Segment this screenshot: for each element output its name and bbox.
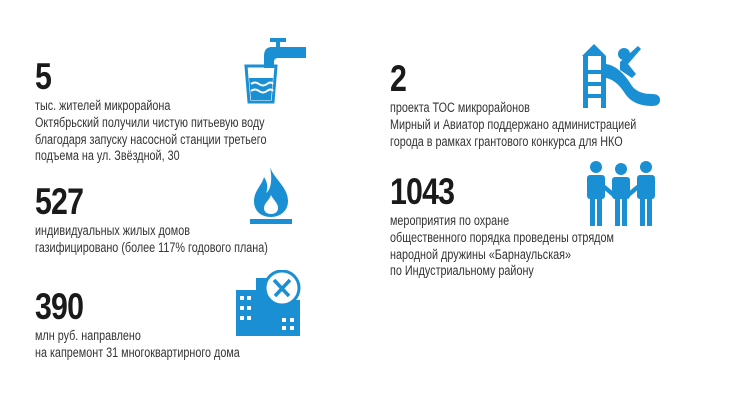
buildings-tools-icon <box>236 270 301 336</box>
stat-number: 390 <box>35 286 84 327</box>
desc-line: общественного порядка проведены отрядом <box>390 229 614 245</box>
stat-description: тыс. жителей микрорайона Октябрьский пол… <box>35 98 267 165</box>
desc-line: газифицировано (более 117% годового план… <box>35 239 268 255</box>
desc-line: тыс. жителей микрорайона <box>35 98 171 113</box>
desc-line: млн руб. направлено <box>35 328 141 343</box>
desc-line: Октябрьский получили чистую питьевую вод… <box>35 114 265 130</box>
stat-water: 5 тыс. жителей микрорайона Октябрьский п… <box>35 56 324 165</box>
stat-number: 5 <box>35 56 52 97</box>
desc-line: индивидуальных жилых домов <box>35 223 190 238</box>
desc-line: города в рамках грантового конкурса для … <box>390 133 623 149</box>
people-group-icon <box>587 161 655 226</box>
stat-gas: 527 индивидуальных жилых домов газифицир… <box>35 181 326 257</box>
stat-description: мероприятия по охране общественного поря… <box>390 213 614 280</box>
stat-description: индивидуальных жилых домов газифицирован… <box>35 223 268 257</box>
desc-line: подъема на ул. Звёздной, 30 <box>35 148 180 164</box>
desc-line: народной дружины «Барнаульская» <box>390 246 572 262</box>
stat-druzhina: 1043 мероприятия по охране общественного… <box>390 171 670 280</box>
desc-line: на капремонт 31 многоквартирного дома <box>35 344 240 360</box>
stat-description: млн руб. направлено на капремонт 31 мног… <box>35 328 240 362</box>
stat-number: 2 <box>390 58 407 99</box>
stat-number: 1043 <box>390 171 455 212</box>
desc-line: проекта ТОС микрорайонов <box>390 100 530 115</box>
desc-line: благодаря запуску насосной станции треть… <box>35 131 267 147</box>
stat-tos: 2 проекта ТОС микрорайонов Мирный и Авиа… <box>390 58 698 150</box>
desc-line: по Индустриальному району <box>390 263 534 279</box>
stat-description: проекта ТОС микрорайонов Мирный и Авиато… <box>390 100 636 150</box>
desc-line: мероприятия по охране <box>390 213 510 228</box>
stat-repair: 390 млн руб. направлено на капремонт 31 … <box>35 286 291 362</box>
playground-slide-icon <box>582 44 660 108</box>
gas-flame-icon <box>250 167 292 224</box>
stat-number: 527 <box>35 181 84 222</box>
desc-line: Мирный и Авиатор поддержано администраци… <box>390 116 637 132</box>
water-tap-glass-icon <box>244 38 306 104</box>
